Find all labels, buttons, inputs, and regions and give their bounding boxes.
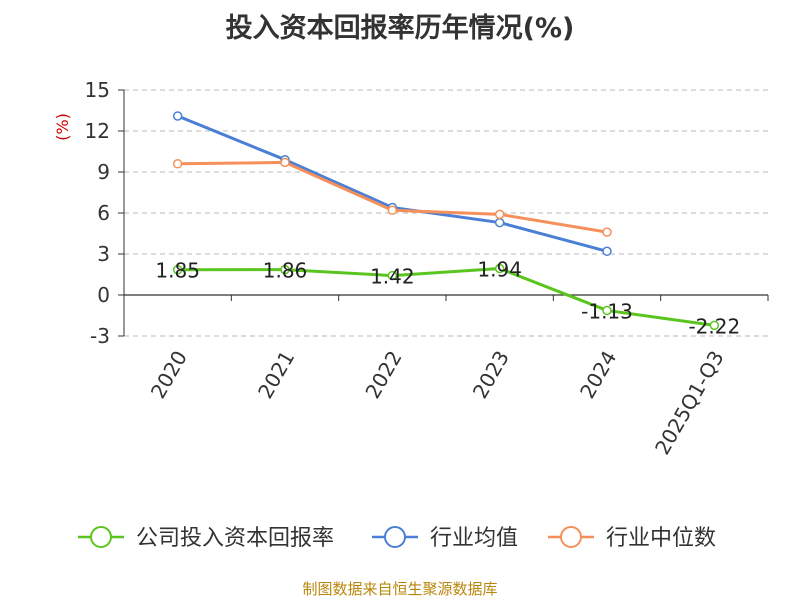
x-tick-label-2024: 2024: [575, 347, 621, 403]
series-2-point-0: [172, 159, 183, 169]
x-tick-label-2022: 2022: [360, 347, 406, 403]
series-2-point-1: [280, 157, 290, 168]
series-2-point-2: [387, 205, 398, 216]
y-tick-label-3: 3: [97, 242, 110, 266]
series-0-point-0: [172, 264, 183, 275]
x-tick-label-2025Q1-Q3: 2025Q1-Q3: [650, 347, 729, 459]
series-0-point-5: [709, 320, 720, 331]
legend-marker-0: [90, 526, 112, 548]
series-line-0: [177, 266, 715, 327]
y-tick-label-15: 15: [85, 78, 110, 102]
data-label-4: -1.13: [581, 299, 633, 323]
series-line-2: [177, 160, 608, 234]
x-tick-label-2023: 2023: [468, 346, 514, 402]
series-1-point-3: [494, 217, 505, 228]
series-0-point-2: [387, 270, 398, 281]
series-1-point-4: [602, 246, 612, 257]
data-label-3: 1.94: [477, 257, 522, 281]
data-label-1: 1.86: [263, 259, 308, 283]
y-tick-label-9: 9: [97, 160, 110, 184]
y-axis-label: (%): [53, 113, 72, 141]
series-0-point-1: [280, 264, 290, 275]
legend-label-2: 行业中位数: [606, 526, 716, 551]
legend-marker-2: [560, 526, 582, 548]
label-layer: 1.85 1.86 1.42 1.94 -1.13 -2.22: [155, 257, 740, 338]
legend-label-1: 行业均值: [430, 526, 518, 551]
chart-title: 投入资本回报率历年情况(%): [225, 13, 575, 44]
legend-layer: 公司投入资本回报率 行业均值 行业中位数: [78, 526, 716, 551]
series-layer: [172, 111, 720, 331]
series-1-point-0: [172, 111, 183, 121]
series-0-point-4: [602, 305, 612, 316]
legend-label-0: 公司投入资本回报率: [136, 526, 334, 551]
source-note: 制图数据来自恒生聚源数据库: [302, 580, 498, 598]
series-line-1: [177, 114, 608, 253]
y-tick-label-0: 0: [97, 283, 110, 307]
series-2-point-4: [602, 227, 612, 237]
series-0-point-3: [494, 263, 505, 274]
y-tick-label--3: -3: [90, 324, 110, 348]
data-label-5: -2.22: [688, 314, 740, 338]
series-2-point-3: [494, 209, 505, 220]
y-tick-label-6: 6: [97, 201, 110, 225]
data-label-0: 1.85: [155, 259, 200, 283]
legend-marker-1: [384, 526, 406, 548]
data-label-2: 1.42: [370, 265, 415, 289]
x-tick-label-2020: 2020: [146, 347, 192, 403]
y-tick-label-12: 12: [85, 119, 110, 143]
x-tick-label-2021: 2021: [253, 347, 299, 403]
